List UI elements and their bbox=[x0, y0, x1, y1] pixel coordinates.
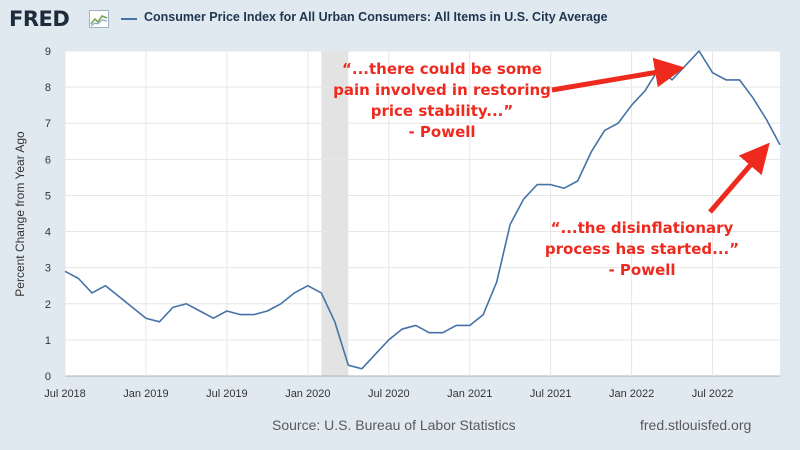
data-point[interactable] bbox=[400, 327, 405, 332]
data-point[interactable] bbox=[265, 309, 270, 314]
x-tick-label: Jul 2021 bbox=[530, 388, 572, 400]
annotation-powell-pain: “...there could be some pain involved in… bbox=[333, 60, 551, 141]
data-point[interactable] bbox=[292, 290, 297, 295]
data-point[interactable] bbox=[170, 305, 175, 310]
y-tick-label: 7 bbox=[45, 118, 51, 130]
annotation-2-line-2: process has started...” bbox=[545, 240, 739, 258]
data-point[interactable] bbox=[548, 182, 553, 187]
y-tick-label: 4 bbox=[45, 227, 51, 239]
data-point[interactable] bbox=[481, 312, 486, 317]
data-point[interactable] bbox=[278, 301, 283, 306]
data-point[interactable] bbox=[589, 150, 594, 155]
data-point[interactable] bbox=[76, 276, 81, 281]
data-point[interactable] bbox=[197, 309, 202, 314]
fred-site-link[interactable]: fred.stlouisfed.org bbox=[640, 417, 752, 433]
y-tick-label: 2 bbox=[45, 299, 51, 311]
data-point[interactable] bbox=[143, 316, 148, 321]
y-tick-label: 0 bbox=[45, 371, 51, 383]
x-tick-label: Jul 2020 bbox=[368, 388, 410, 400]
data-point[interactable] bbox=[710, 70, 715, 75]
annotation-arrow-latest bbox=[708, 142, 770, 214]
data-point[interactable] bbox=[373, 352, 378, 357]
data-point[interactable] bbox=[643, 88, 648, 93]
data-point[interactable] bbox=[764, 117, 769, 122]
annotation-1-line-4: - Powell bbox=[408, 123, 475, 141]
x-tick-label: Jul 2019 bbox=[206, 388, 248, 400]
data-point[interactable] bbox=[602, 128, 607, 133]
fred-logo[interactable]: FRED bbox=[9, 7, 70, 31]
data-point[interactable] bbox=[130, 305, 135, 310]
x-tick-label: Jan 2022 bbox=[609, 388, 654, 400]
data-point[interactable] bbox=[427, 330, 432, 335]
data-point[interactable] bbox=[535, 182, 540, 187]
data-point[interactable] bbox=[305, 283, 310, 288]
data-point[interactable] bbox=[116, 294, 121, 299]
y-axis-ticks: 0 1 2 3 4 5 6 7 8 9 bbox=[45, 46, 51, 383]
y-tick-label: 9 bbox=[45, 46, 51, 58]
annotation-1-line-2: pain involved in restoring bbox=[333, 81, 551, 99]
y-tick-label: 5 bbox=[45, 190, 51, 202]
data-point[interactable] bbox=[670, 77, 675, 82]
data-point[interactable] bbox=[562, 186, 567, 191]
x-tick-label: Jul 2018 bbox=[44, 388, 86, 400]
data-point[interactable] bbox=[724, 77, 729, 82]
annotation-1-line-1: “...there could be some bbox=[342, 60, 542, 78]
y-axis-label: Percent Change from Year Ago bbox=[13, 131, 27, 297]
data-point[interactable] bbox=[103, 283, 108, 288]
data-point[interactable] bbox=[413, 323, 418, 328]
y-tick-label: 3 bbox=[45, 263, 51, 275]
data-point[interactable] bbox=[751, 95, 756, 100]
x-axis-ticks: Jul 2018 Jan 2019 Jul 2019 Jan 2020 Jul 2020… bbox=[44, 388, 733, 400]
data-point[interactable] bbox=[346, 363, 351, 368]
data-point[interactable] bbox=[332, 319, 337, 324]
data-point[interactable] bbox=[616, 121, 621, 126]
data-point[interactable] bbox=[778, 142, 783, 147]
recession-shading bbox=[321, 51, 349, 376]
gridlines bbox=[64, 50, 780, 377]
annotation-2-line-3: - Powell bbox=[608, 261, 675, 279]
chart-header: FRED Consumer Price Index for All Urban … bbox=[0, 0, 800, 38]
y-tick-label: 8 bbox=[45, 82, 51, 94]
data-point[interactable] bbox=[467, 323, 472, 328]
data-point[interactable] bbox=[386, 337, 391, 342]
x-tick-label: Jul 2022 bbox=[692, 388, 734, 400]
annotation-powell-disinflation: “...the disinflationary process has star… bbox=[545, 219, 739, 279]
data-point[interactable] bbox=[224, 309, 229, 314]
legend-swatch bbox=[121, 18, 137, 20]
legend-series-label: Consumer Price Index for All Urban Consu… bbox=[144, 10, 608, 24]
x-tick-label: Jan 2020 bbox=[285, 388, 330, 400]
data-point[interactable] bbox=[737, 77, 742, 82]
y-tick-label: 1 bbox=[45, 335, 51, 347]
data-point[interactable] bbox=[251, 312, 256, 317]
data-point[interactable] bbox=[89, 290, 94, 295]
data-point[interactable] bbox=[629, 103, 634, 108]
x-tick-label: Jan 2019 bbox=[123, 388, 168, 400]
data-point[interactable] bbox=[697, 49, 702, 54]
annotation-1-line-3: price stability...” bbox=[371, 102, 513, 120]
source-note: Source: U.S. Bureau of Labor Statistics bbox=[272, 417, 516, 433]
data-point[interactable] bbox=[575, 179, 580, 184]
annotation-arrow-peak bbox=[551, 57, 685, 93]
data-point[interactable] bbox=[440, 330, 445, 335]
data-point[interactable] bbox=[454, 323, 459, 328]
data-point[interactable] bbox=[238, 312, 243, 317]
data-point[interactable] bbox=[359, 366, 364, 371]
plot-area bbox=[65, 51, 780, 376]
trend-chart-icon bbox=[89, 10, 109, 28]
data-point[interactable] bbox=[63, 269, 68, 274]
y-tick-label: 6 bbox=[45, 154, 51, 166]
data-point[interactable] bbox=[494, 280, 499, 285]
data-point[interactable] bbox=[521, 197, 526, 202]
x-tick-label: Jan 2021 bbox=[447, 388, 492, 400]
data-point[interactable] bbox=[319, 290, 324, 295]
data-point[interactable] bbox=[211, 316, 216, 321]
data-point[interactable] bbox=[184, 301, 189, 306]
annotation-2-line-1: “...the disinflationary bbox=[551, 219, 734, 237]
data-point[interactable] bbox=[157, 319, 162, 324]
data-point[interactable] bbox=[508, 222, 513, 227]
data-point[interactable] bbox=[683, 63, 688, 68]
